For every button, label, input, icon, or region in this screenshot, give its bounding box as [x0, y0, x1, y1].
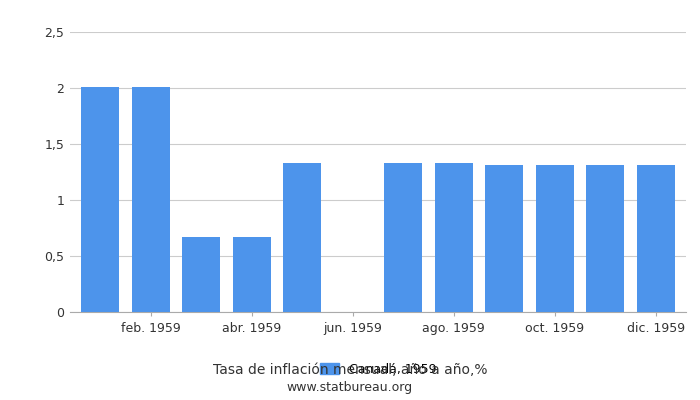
Bar: [637, 165, 675, 312]
Legend: Canadá, 1959: Canadá, 1959: [320, 363, 436, 376]
Text: www.statbureau.org: www.statbureau.org: [287, 382, 413, 394]
Bar: [587, 165, 624, 312]
Bar: [485, 165, 523, 312]
Bar: [182, 237, 220, 312]
Bar: [81, 87, 119, 312]
Bar: [384, 163, 422, 312]
Bar: [536, 165, 574, 312]
Bar: [284, 163, 321, 312]
Bar: [435, 163, 472, 312]
Text: Tasa de inflación mensual, año a año,%: Tasa de inflación mensual, año a año,%: [213, 363, 487, 377]
Bar: [233, 237, 271, 312]
Bar: [132, 87, 169, 312]
